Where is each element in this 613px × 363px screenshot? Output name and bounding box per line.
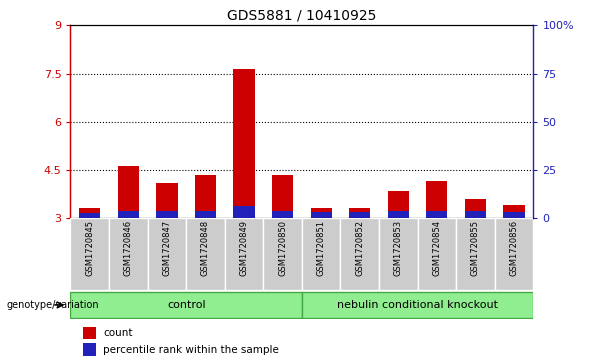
Bar [83, 327, 96, 339]
Bar [426, 181, 447, 218]
Bar [156, 183, 178, 218]
Title: GDS5881 / 10410925: GDS5881 / 10410925 [227, 9, 376, 23]
Bar [349, 212, 370, 218]
Bar [156, 211, 178, 218]
Bar [417, 218, 456, 290]
Text: GSM1720854: GSM1720854 [432, 220, 441, 276]
Bar [195, 175, 216, 218]
Bar [186, 218, 225, 290]
Bar [272, 175, 293, 218]
Text: GSM1720849: GSM1720849 [240, 220, 248, 276]
Text: GSM1720856: GSM1720856 [509, 220, 519, 276]
Bar [387, 191, 409, 218]
Bar [495, 218, 533, 290]
Bar [272, 211, 293, 218]
Text: GSM1720851: GSM1720851 [317, 220, 326, 276]
Bar [426, 211, 447, 218]
Bar [302, 218, 340, 290]
Bar [83, 343, 96, 356]
Bar [503, 205, 525, 218]
Bar [195, 211, 216, 218]
Text: genotype/variation: genotype/variation [6, 300, 99, 310]
Text: GSM1720846: GSM1720846 [124, 220, 133, 276]
Bar [118, 211, 139, 218]
Bar [70, 218, 109, 290]
Text: GSM1720847: GSM1720847 [162, 220, 172, 276]
Bar [387, 211, 409, 218]
Bar [311, 208, 332, 218]
Text: control: control [167, 300, 205, 310]
Bar [79, 208, 101, 218]
Bar [264, 218, 302, 290]
Bar [234, 206, 254, 218]
Bar [79, 213, 101, 218]
Text: GSM1720850: GSM1720850 [278, 220, 287, 276]
Bar [465, 211, 486, 218]
Text: GSM1720852: GSM1720852 [356, 220, 364, 276]
Bar [349, 208, 370, 218]
Bar [311, 212, 332, 218]
Bar [234, 69, 254, 218]
Text: GSM1720848: GSM1720848 [201, 220, 210, 276]
Bar [302, 292, 533, 318]
Bar [148, 218, 186, 290]
Text: percentile rank within the sample: percentile rank within the sample [103, 344, 279, 355]
Text: GSM1720845: GSM1720845 [85, 220, 94, 276]
Bar [118, 167, 139, 218]
Text: nebulin conditional knockout: nebulin conditional knockout [337, 300, 498, 310]
Bar [503, 212, 525, 218]
Bar [379, 218, 417, 290]
Bar [109, 218, 148, 290]
Bar [456, 218, 495, 290]
Text: count: count [103, 328, 132, 338]
Bar [70, 292, 302, 318]
Text: GSM1720855: GSM1720855 [471, 220, 480, 276]
Bar [340, 218, 379, 290]
Text: GSM1720853: GSM1720853 [394, 220, 403, 276]
Bar [465, 199, 486, 218]
Bar [225, 218, 264, 290]
